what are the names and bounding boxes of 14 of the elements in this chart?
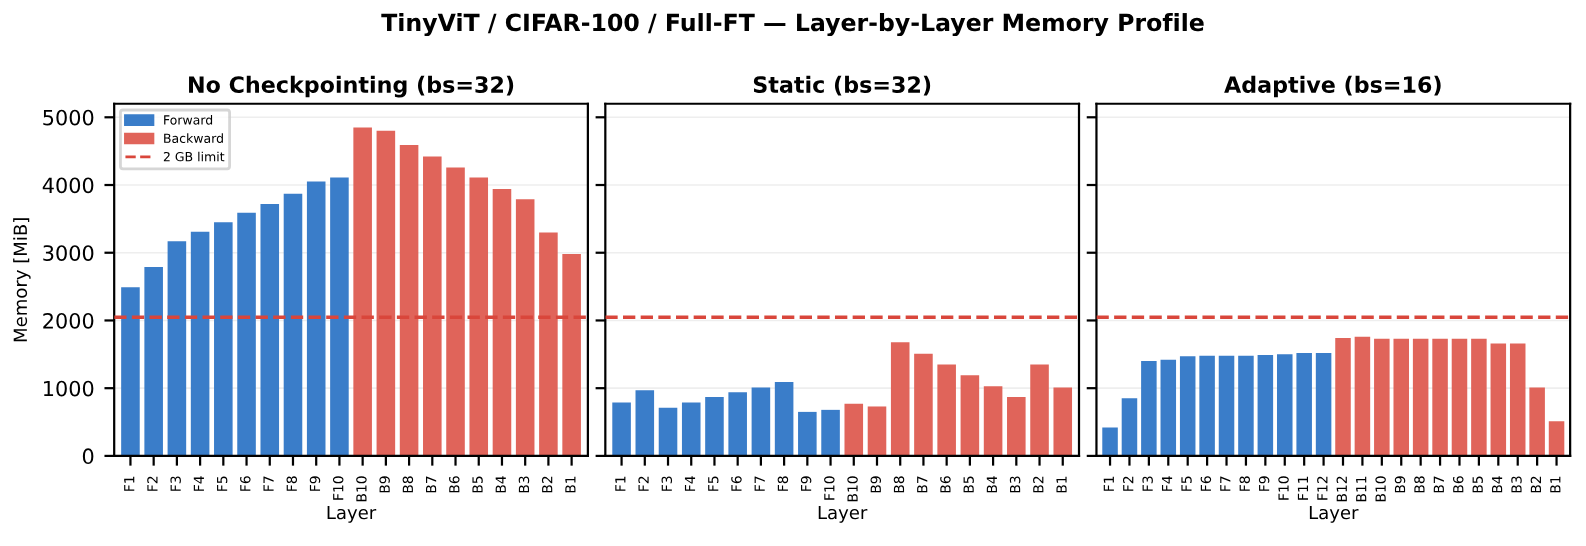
- x-axis-title: Layer: [1309, 505, 1359, 523]
- chart-title: Static (bs=32): [753, 75, 931, 96]
- y-tick-label: 1000: [44, 380, 94, 397]
- y-tick-label: 2000: [43, 312, 94, 329]
- text: TinyViT / CIFAR-100 / Full-FT — Layer-by-Layer Memory Profile: [381, 13, 1204, 37]
- chart-title: No Checkpointing (bs=32): [189, 75, 514, 98]
- chart-title: Adaptive (bs=16): [1224, 75, 1441, 98]
- y-axis-title: Memory [MiB]: [13, 218, 31, 342]
- x-axis-title: Layer: [327, 505, 377, 523]
- y-tick-label: 5000: [43, 109, 94, 126]
- y-tick-label: 0: [82, 448, 94, 465]
- y-tick-label: 4000: [42, 177, 94, 194]
- y-tick-label: 3000: [43, 245, 94, 261]
- x-axis-title: Layer: [818, 505, 868, 523]
